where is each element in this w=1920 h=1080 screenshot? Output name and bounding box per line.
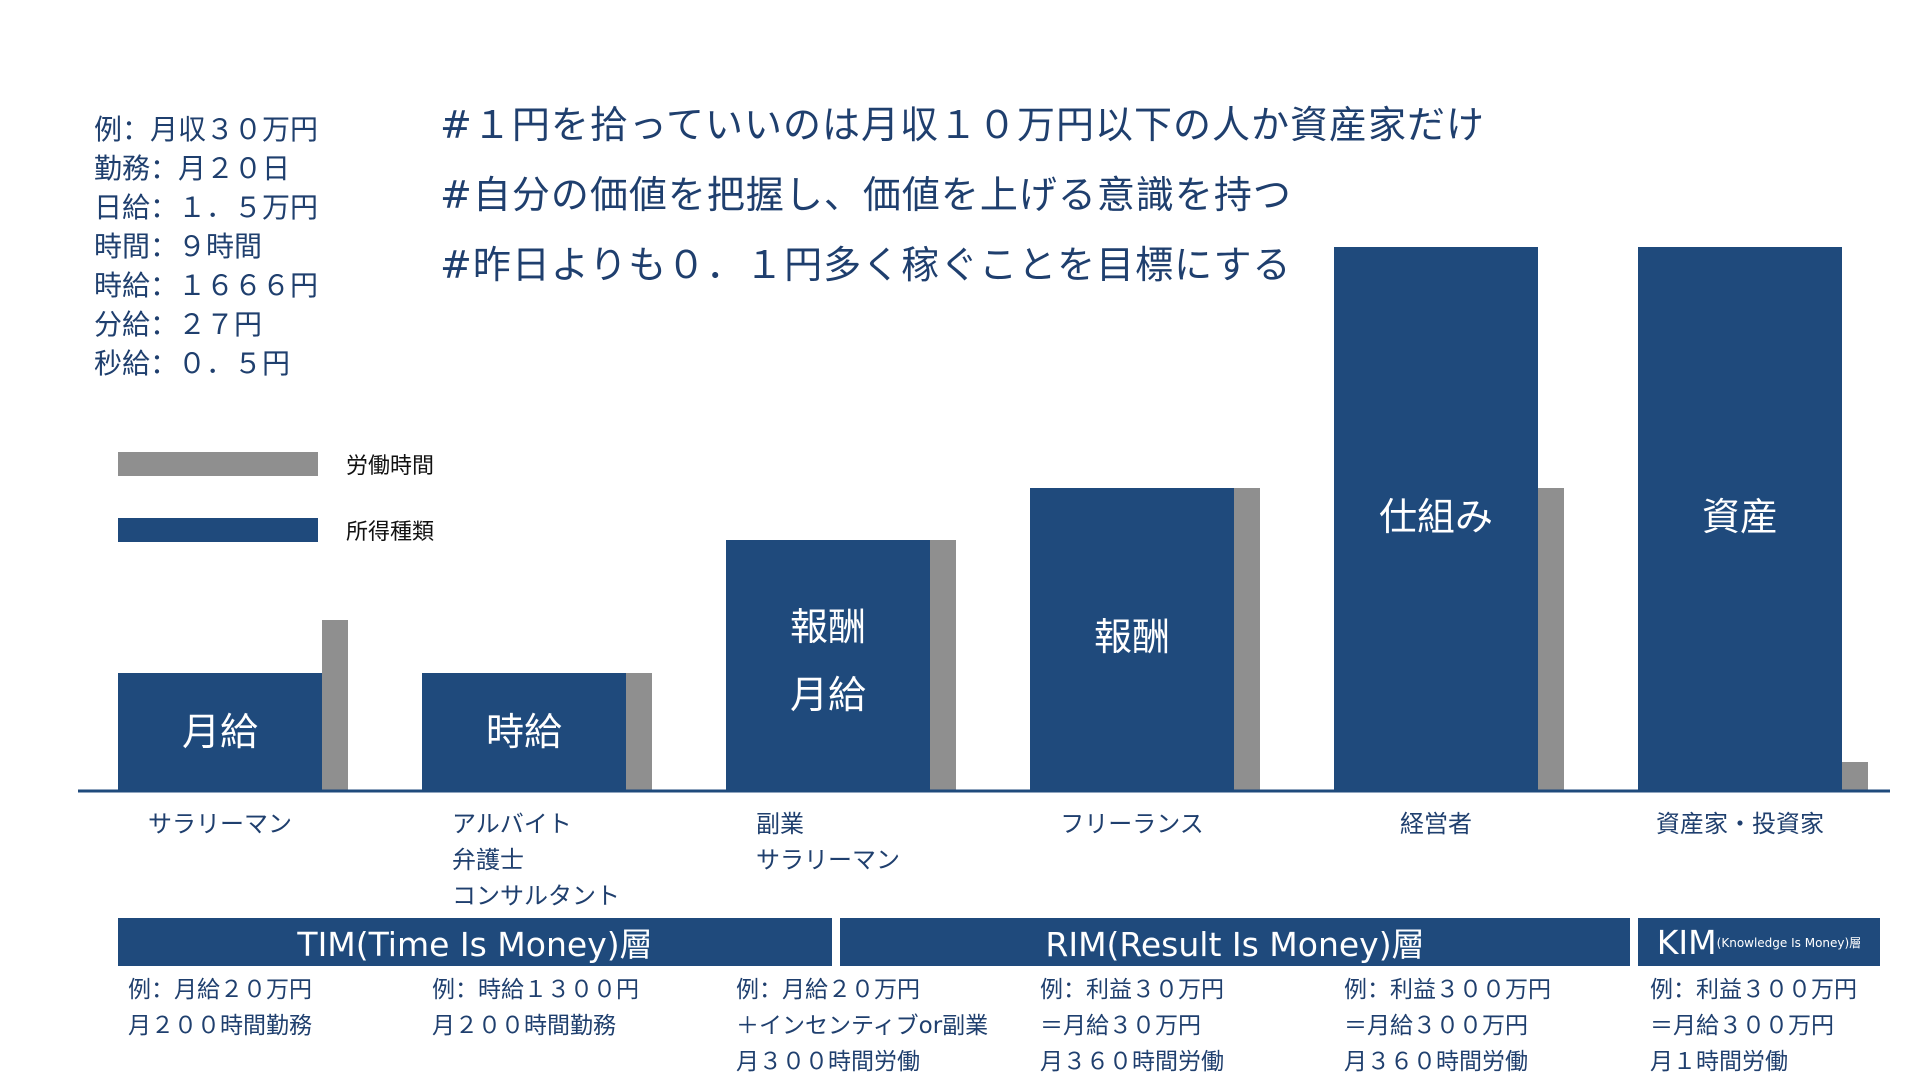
bar-label: 時給: [486, 710, 562, 754]
example-line: 月３６０時間労働: [1040, 1049, 1224, 1075]
headline: #昨日よりも０．１円多く稼ぐことを目標にする: [440, 243, 1292, 287]
example-line: 例：月給２０万円: [736, 977, 920, 1003]
example-block: 例：月給２０万円 ＋インセンティブor副業 月３００時間労働: [736, 972, 988, 1080]
bar-label: 資産: [1702, 495, 1778, 539]
hours-bar: [930, 540, 956, 790]
income-bar: [118, 673, 322, 790]
example-line: 月２００時間勤務: [128, 1013, 312, 1039]
headlines: #１円を拾っていいのは月収１０万円以下の人か資産家だけ #自分の価値を把握し、価…: [440, 90, 1485, 300]
legend-label-hours: 労働時間: [346, 454, 435, 479]
tier-rim: RIM(Result Is Money)層: [840, 918, 1630, 966]
calc-line: 時給：１６６６円: [94, 269, 319, 302]
example-line: 例：利益３００万円: [1650, 977, 1857, 1003]
tier-tim: TIM(Time Is Money)層: [118, 918, 832, 966]
category-label: コンサルタント: [452, 882, 620, 910]
example-line: 例：月給２０万円: [128, 977, 312, 1003]
tier-kim: KIM (Knowledge Is Money)層: [1638, 918, 1880, 966]
bar-label: 月給: [182, 710, 258, 754]
calc-line: 時間：９時間: [94, 230, 263, 263]
category-label: アルバイト: [452, 810, 572, 838]
example-block: 例：利益３０万円 ＝月給３０万円 月３６０時間労働: [1040, 972, 1224, 1080]
legend-item-income: 所得種類: [118, 514, 434, 546]
hours-bar: [322, 620, 348, 790]
headline: #自分の価値を把握し、価値を上げる意識を持つ: [440, 173, 1292, 217]
hours-bar: [1538, 488, 1564, 790]
legend-swatch-hours: [118, 452, 318, 476]
income-bar: [1334, 247, 1538, 790]
category-label: 弁護士: [452, 846, 524, 874]
calc-line: 例：月収３０万円: [94, 113, 319, 146]
income-bar: [1638, 247, 1842, 790]
example-line: 例：利益３００万円: [1344, 977, 1551, 1003]
calc-line: 勤務：月２０日: [94, 152, 291, 185]
headline: #１円を拾っていいのは月収１０万円以下の人か資産家だけ: [440, 103, 1485, 147]
bar-label: 仕組み: [1379, 495, 1493, 539]
example-line: 月３００時間労働: [736, 1049, 920, 1075]
example-line: ＋インセンティブor副業: [736, 1013, 989, 1039]
hours-bar: [626, 673, 652, 790]
legend-label-income: 所得種類: [346, 520, 435, 545]
hours-bar: [1234, 488, 1260, 790]
example-line: ＝月給３０万円: [1040, 1013, 1201, 1039]
example-line: ＝月給３００万円: [1650, 1013, 1834, 1039]
example-block: 例：時給１３００円 月２００時間勤務: [432, 972, 639, 1044]
calc-line: 秒給：０．５円: [94, 347, 291, 380]
example-line: 月２００時間勤務: [432, 1013, 616, 1039]
bar-label: 月給: [790, 673, 866, 717]
tier-kim-small: (Knowledge Is Money)層: [1716, 935, 1862, 950]
example-block: 例：月給２０万円 月２００時間勤務: [128, 972, 312, 1044]
example-block: 例：利益３００万円 ＝月給３００万円 月１時間労働: [1650, 972, 1857, 1080]
hours-bar: [1842, 762, 1868, 790]
bar-label: 報酬: [790, 605, 866, 649]
category-label: 資産家・投資家: [1656, 810, 1824, 838]
tier-rim-label: RIM(Result Is Money)層: [1045, 925, 1425, 964]
category-label: フリーランス: [1060, 810, 1204, 838]
income-bar: [422, 673, 626, 790]
bar-label: 報酬: [1094, 615, 1170, 659]
category-label: サラリーマン: [756, 846, 900, 874]
example-line: 月１時間労働: [1650, 1049, 1788, 1075]
example-block: 例：利益３００万円 ＝月給３００万円 月３６０時間労働: [1344, 972, 1551, 1080]
category-label: 経営者: [1400, 810, 1472, 838]
tier-kim-label: KIM: [1656, 922, 1717, 962]
example-line: 例：利益３０万円: [1040, 977, 1224, 1003]
tier-tim-label: TIM(Time Is Money)層: [297, 925, 653, 964]
category-label: サラリーマン: [148, 810, 292, 838]
example-line: 例：時給１３００円: [432, 977, 639, 1003]
example-line: 月３６０時間労働: [1344, 1049, 1528, 1075]
income-bar: [1030, 488, 1234, 790]
legend-item-hours: 労働時間: [118, 448, 434, 480]
income-calculation: 例：月収３０万円 勤務：月２０日 日給：１．５万円 時間：９時間 時給：１６６６…: [94, 110, 318, 383]
category-label: 副業: [756, 810, 804, 838]
calc-line: 日給：１．５万円: [94, 191, 319, 224]
income-bar: [726, 540, 930, 790]
calc-line: 分給：２７円: [94, 308, 263, 341]
legend-swatch-income: [118, 518, 318, 542]
example-line: ＝月給３００万円: [1344, 1013, 1528, 1039]
